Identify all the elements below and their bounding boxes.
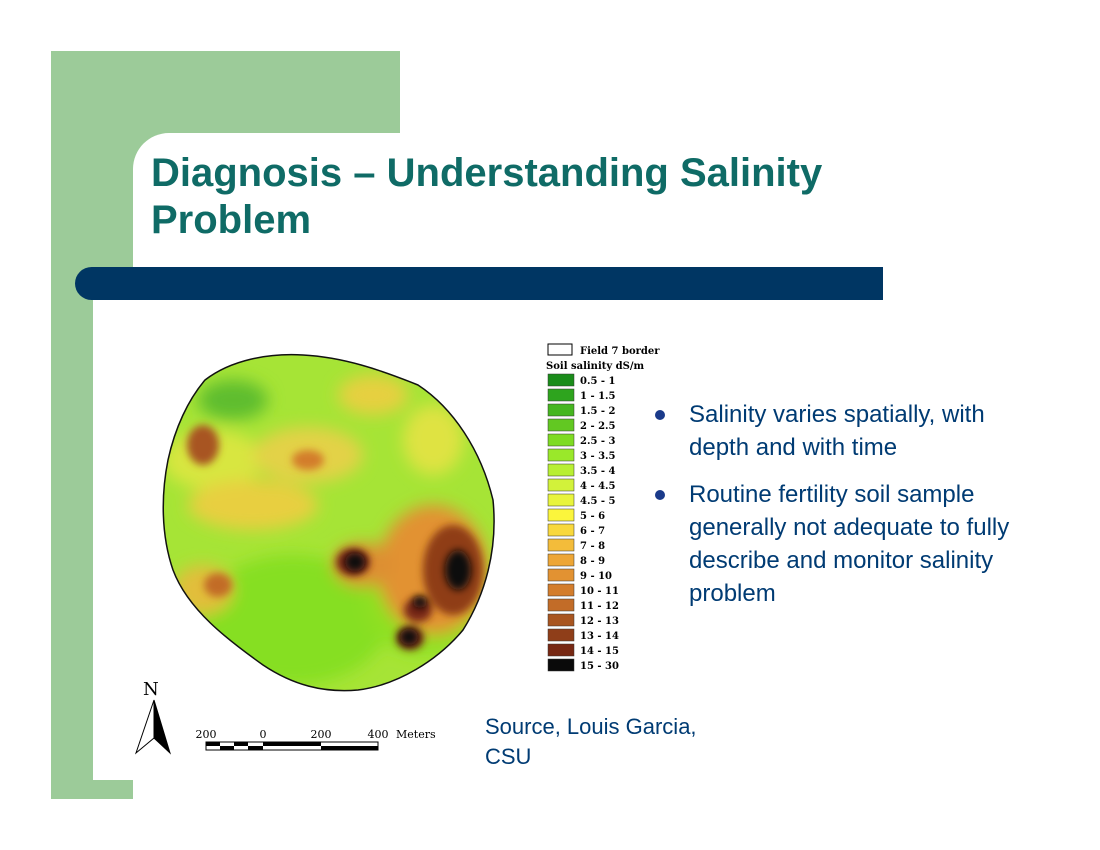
scale-label-200-right: 200 xyxy=(311,728,332,741)
salinity-map-figure: Field 7 border Soil salinity dS/m 0.5 - … xyxy=(133,340,673,780)
slide-title: Diagnosis – Understanding Salinity Probl… xyxy=(151,151,823,242)
legend-swatch xyxy=(547,538,575,552)
north-arrow: N xyxy=(134,679,172,755)
legend-swatch xyxy=(547,628,575,642)
legend-label: 11 - 12 xyxy=(580,601,619,612)
source-credit: Source, Louis Garcia, CSU xyxy=(485,714,697,769)
legend-swatch xyxy=(547,583,575,597)
legend-label: 2.5 - 3 xyxy=(580,436,616,447)
bullet-dot-icon xyxy=(655,410,665,420)
bullet-text: Salinity varies spatially, with depth an… xyxy=(689,401,985,461)
legend-swatch xyxy=(547,508,575,522)
legend-swatch xyxy=(547,403,575,417)
legend-swatch xyxy=(547,613,575,627)
bullet-dot-icon xyxy=(655,490,665,500)
legend-label: 7 - 8 xyxy=(580,541,605,552)
title-background xyxy=(133,133,433,273)
legend-label: 13 - 14 xyxy=(580,631,619,642)
legend-label: 6 - 7 xyxy=(580,526,605,537)
scale-unit-label: Meters xyxy=(396,728,436,741)
legend-swatch xyxy=(547,388,575,402)
legend-label: 0.5 - 1 xyxy=(580,376,615,387)
legend-swatch xyxy=(547,433,575,447)
bullet-list: Salinity varies spatially, with depth an… xyxy=(650,398,1010,624)
legend-swatch xyxy=(547,658,575,672)
legend-swatch xyxy=(547,463,575,477)
legend-swatch xyxy=(547,448,575,462)
legend-swatch xyxy=(547,568,575,582)
legend-title: Soil salinity dS/m xyxy=(546,361,645,372)
legend-label: 8 - 9 xyxy=(580,556,605,567)
north-label: N xyxy=(143,679,159,700)
legend-border-swatch xyxy=(547,343,573,356)
bullet-text: Routine fertility soil sample generally … xyxy=(689,481,1010,607)
legend-label: 10 - 11 xyxy=(580,586,619,597)
legend-label: 2 - 2.5 xyxy=(580,421,616,432)
scale-bar: 200 0 200 400 Meters xyxy=(196,728,436,751)
legend-swatch xyxy=(547,418,575,432)
legend-label: 14 - 15 xyxy=(580,646,619,657)
bullet-item: Salinity varies spatially, with depth an… xyxy=(650,398,1010,464)
scale-label-200-left: 200 xyxy=(196,728,217,741)
legend-swatch xyxy=(547,493,575,507)
legend-label: 4 - 4.5 xyxy=(580,481,616,492)
title-underline-bar xyxy=(75,267,883,300)
map-legend: Field 7 border Soil salinity dS/m 0.5 - … xyxy=(546,343,660,672)
legend-swatch xyxy=(547,553,575,567)
legend-label: 4.5 - 5 xyxy=(580,496,616,507)
legend-border-label: Field 7 border xyxy=(580,346,660,357)
legend-swatch xyxy=(547,598,575,612)
legend-swatch xyxy=(547,373,575,387)
scale-label-0: 0 xyxy=(260,728,267,741)
legend-swatch xyxy=(547,643,575,657)
scale-label-400: 400 xyxy=(368,728,389,741)
legend-label: 12 - 13 xyxy=(580,616,619,627)
legend-label: 5 - 6 xyxy=(580,511,605,522)
legend-label: 9 - 10 xyxy=(580,571,612,582)
legend-label: 3.5 - 4 xyxy=(580,466,616,477)
legend-label: 1 - 1.5 xyxy=(580,391,616,402)
legend-label: 15 - 30 xyxy=(580,661,619,672)
bullet-item: Routine fertility soil sample generally … xyxy=(650,478,1010,610)
legend-label: 3 - 3.5 xyxy=(580,451,616,462)
legend-swatch xyxy=(547,523,575,537)
legend-swatch xyxy=(547,478,575,492)
field-7-map xyxy=(162,353,495,692)
legend-label: 1.5 - 2 xyxy=(580,406,616,417)
